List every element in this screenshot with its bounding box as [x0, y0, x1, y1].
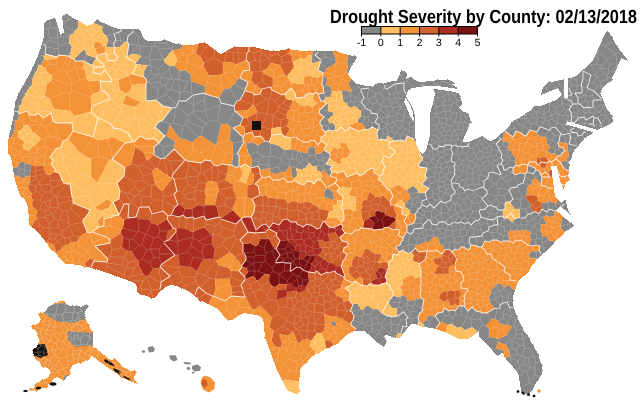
svg-text:2: 2	[417, 37, 423, 49]
svg-text:3: 3	[436, 37, 442, 49]
svg-text:-1: -1	[357, 37, 366, 49]
svg-text:1: 1	[397, 37, 403, 49]
svg-text:4: 4	[455, 37, 461, 49]
svg-text:0: 0	[378, 37, 384, 49]
svg-text:5: 5	[475, 37, 481, 49]
svg-text:Drought Severity by County: 02: Drought Severity by County: 02/13/2018	[330, 7, 637, 28]
